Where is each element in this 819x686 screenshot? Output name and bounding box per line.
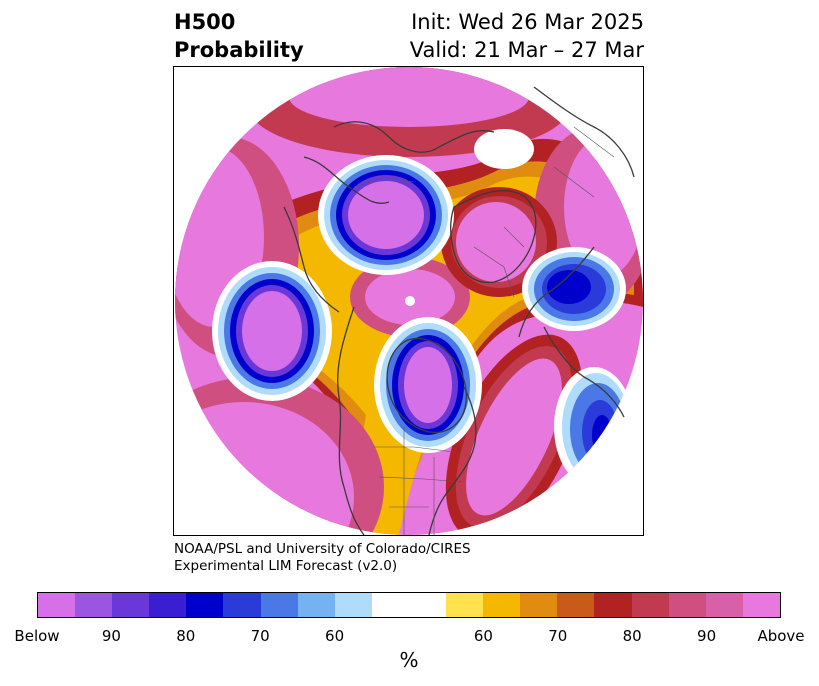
colorbar-segment: [446, 593, 484, 617]
colorbar-tick-label: 90: [101, 627, 121, 645]
colorbar-tick-label: 60: [325, 627, 345, 645]
below-normal-anomaly-east: [522, 247, 626, 331]
colorbar-tick-label: Below: [14, 627, 60, 645]
colorbar-segment: [112, 593, 150, 617]
colorbar: [37, 592, 781, 618]
title-product: Probability: [174, 38, 304, 62]
colorbar-tick-label: 70: [250, 627, 270, 645]
colorbar-segment: [371, 593, 409, 617]
coastlines: [283, 86, 635, 535]
colorbar-segment: [408, 593, 447, 617]
colorbar-segment: [594, 593, 632, 617]
colorbar-segment: [705, 593, 743, 617]
valid-range: Valid: 21 Mar – 27 Mar: [409, 38, 644, 62]
colorbar-segment: [483, 593, 521, 617]
colorbar-tick-label: 80: [622, 627, 642, 645]
colorbar-unit: %: [399, 648, 419, 672]
colorbar-segment: [520, 593, 558, 617]
colorbar-segment: [149, 593, 187, 617]
colorbar-segment: [742, 593, 780, 617]
credit-line-2: Experimental LIM Forecast (v2.0): [174, 558, 398, 574]
colorbar-segment: [75, 593, 113, 617]
colorbar-segment: [38, 593, 76, 617]
colorbar-segment: [557, 593, 595, 617]
colorbar-segment: [260, 593, 298, 617]
colorbar-segment: [631, 593, 669, 617]
colorbar-tick-label: 60: [473, 627, 493, 645]
probability-map: [175, 67, 643, 535]
credit-text: NOAA/PSL and University of Colorado/CIRE…: [174, 541, 471, 575]
colorbar-tick-label: 70: [548, 627, 568, 645]
below-normal-anomaly-north: [318, 155, 454, 275]
below-normal-anomaly-south: [374, 317, 482, 453]
title-left: H500 Probability: [174, 8, 304, 64]
colorbar-tick-label: 90: [697, 627, 717, 645]
probability-field: [175, 67, 643, 535]
colorbar-segment: [186, 593, 224, 617]
title-variable: H500: [174, 10, 236, 34]
title-right: Init: Wed 26 Mar 2025 Valid: 21 Mar – 27…: [410, 8, 644, 64]
colorbar-segment: [334, 593, 372, 617]
below-normal-anomaly-southeast: [554, 367, 634, 487]
colorbar-tick-label: 80: [176, 627, 196, 645]
political-borders: [353, 126, 615, 535]
map-panel: [173, 66, 644, 536]
credit-line-1: NOAA/PSL and University of Colorado/CIRE…: [174, 541, 471, 557]
colorbar-segment: [297, 593, 335, 617]
below-normal-anomaly-west: [212, 261, 332, 401]
colorbar-tick-label: Above: [757, 627, 805, 645]
init-date: Init: Wed 26 Mar 2025: [411, 10, 644, 34]
colorbar-segment: [668, 593, 706, 617]
colorbar-segment: [223, 593, 261, 617]
